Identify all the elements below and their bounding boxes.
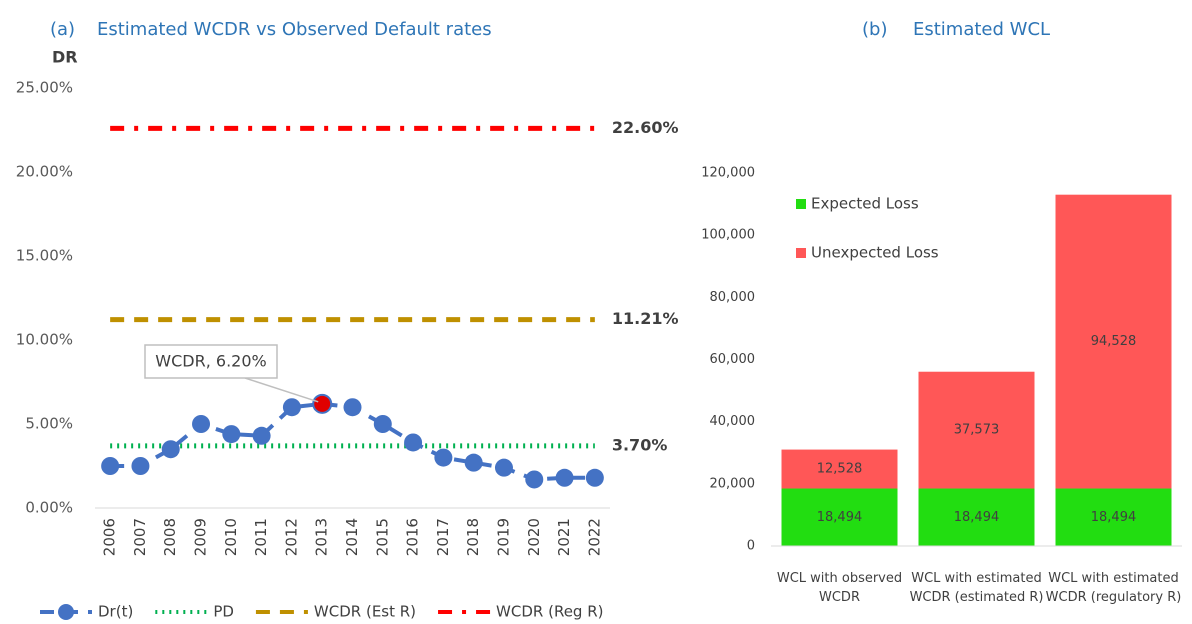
x-tick-line: WCDR (estimated R) (910, 590, 1044, 605)
point-marker (252, 426, 271, 445)
x-tick-label: 2022 (585, 518, 603, 556)
point-marker (494, 458, 513, 477)
legend-label: Dr(t) (98, 603, 133, 621)
x-tick-label: 2019 (494, 518, 512, 556)
bar-segment (1055, 194, 1172, 489)
point-marker (131, 457, 150, 475)
y-tick-label: 0.00% (25, 499, 73, 517)
point-marker (373, 415, 392, 433)
y-tick-label: 40,000 (710, 414, 756, 429)
value-label: 18,494 (817, 510, 863, 525)
callout-leader (244, 377, 319, 403)
callout-box (144, 344, 278, 379)
chart-title: Estimated WCL (913, 19, 1050, 40)
x-tick-label: 2017 (434, 518, 452, 556)
x-tick-line: WCL with estimated (1048, 571, 1178, 586)
point-marker (434, 448, 453, 467)
legend-label: WCDR (Est R) (314, 603, 416, 621)
value-label: 18,494 (1091, 510, 1137, 525)
y-tick-label: 20,000 (710, 476, 756, 491)
point-marker (222, 425, 241, 444)
point-marker (555, 468, 574, 487)
value-label: 12,528 (817, 462, 863, 477)
x-tick-label: 2012 (282, 518, 300, 556)
legend-marker (58, 604, 74, 620)
x-tick-label: 2013 (313, 518, 331, 556)
value-label: 22.60% (612, 118, 679, 137)
y-tick-label: 100,000 (701, 228, 755, 243)
legend-swatch (796, 199, 806, 209)
y-tick-label: 10.00% (16, 331, 73, 349)
point-marker (192, 415, 211, 433)
value-label: 3.70% (612, 435, 668, 454)
bar-segment (781, 449, 898, 489)
panel-label: (a) (50, 19, 75, 40)
legend-label: WCDR (Reg R) (496, 603, 603, 621)
annotation: WCDR, 6.20% (155, 352, 266, 371)
x-tick-label: WCL with estimated WCDR (estimated R) (910, 571, 1044, 605)
y-tick-label: 60,000 (710, 352, 756, 367)
point-marker (525, 470, 544, 489)
bar-segment (918, 488, 1035, 546)
y-tick-label: 15.00% (16, 247, 73, 265)
x-tick-label: 2008 (161, 518, 179, 556)
y-tick-label: 5.00% (25, 415, 73, 433)
point-marker (343, 398, 362, 417)
point-marker (464, 453, 483, 472)
y-axis-label: DR (52, 48, 78, 67)
value-label: 18,494 (954, 510, 1000, 525)
x-tick-label: 2010 (222, 518, 240, 556)
x-tick-label: WCL with observed WCDR (777, 571, 902, 605)
x-tick-label: 2009 (192, 518, 210, 556)
x-tick-label: 2021 (555, 518, 573, 556)
y-tick-label: 120,000 (701, 166, 755, 181)
x-tick-label: 2014 (343, 518, 361, 556)
legend-label: Unexpected Loss (811, 244, 939, 262)
bar-segment (1055, 488, 1172, 546)
x-tick-label: WCL with estimated WCDR (regulatory R) (1046, 571, 1182, 605)
y-tick-label: 25.00% (16, 79, 73, 97)
point-marker (404, 433, 423, 452)
legend-label: Expected Loss (811, 195, 919, 213)
x-tick-label: 2018 (464, 518, 482, 556)
chart-title: Estimated WCDR vs Observed Default rates (97, 19, 492, 40)
x-tick-line: WCDR (819, 590, 860, 605)
legend-label: PD (213, 603, 234, 621)
x-tick-label: 2015 (373, 518, 391, 556)
y-tick-label: 80,000 (710, 290, 756, 305)
legend-swatch (796, 248, 806, 258)
value-label: 94,528 (1091, 334, 1137, 349)
value-label: 37,573 (954, 423, 1000, 438)
point-marker (312, 393, 333, 414)
y-tick-label: 0 (747, 539, 755, 554)
x-tick-label: 2016 (404, 518, 422, 556)
x-tick-label: 2011 (252, 518, 270, 556)
x-tick-line: WCDR (regulatory R) (1046, 590, 1182, 605)
bar-segment (918, 371, 1035, 489)
y-tick-label: 20.00% (16, 163, 73, 181)
x-tick-label: 2006 (101, 518, 119, 556)
point-marker (101, 457, 120, 475)
x-tick-label: 2020 (525, 518, 543, 556)
point-marker (282, 398, 301, 417)
x-tick-line: WCL with estimated (911, 571, 1041, 586)
x-tick-label: 2007 (131, 518, 149, 556)
x-tick-line: WCL with observed (777, 571, 902, 586)
value-label: 11.21% (612, 309, 679, 328)
point-marker (161, 440, 180, 459)
point-marker (585, 468, 604, 487)
bar-segment (781, 488, 898, 546)
panel-label: (b) (862, 19, 887, 40)
